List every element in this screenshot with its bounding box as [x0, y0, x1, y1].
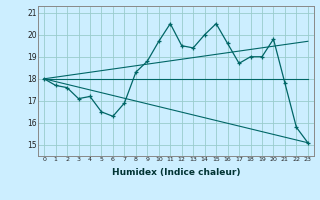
X-axis label: Humidex (Indice chaleur): Humidex (Indice chaleur): [112, 168, 240, 177]
